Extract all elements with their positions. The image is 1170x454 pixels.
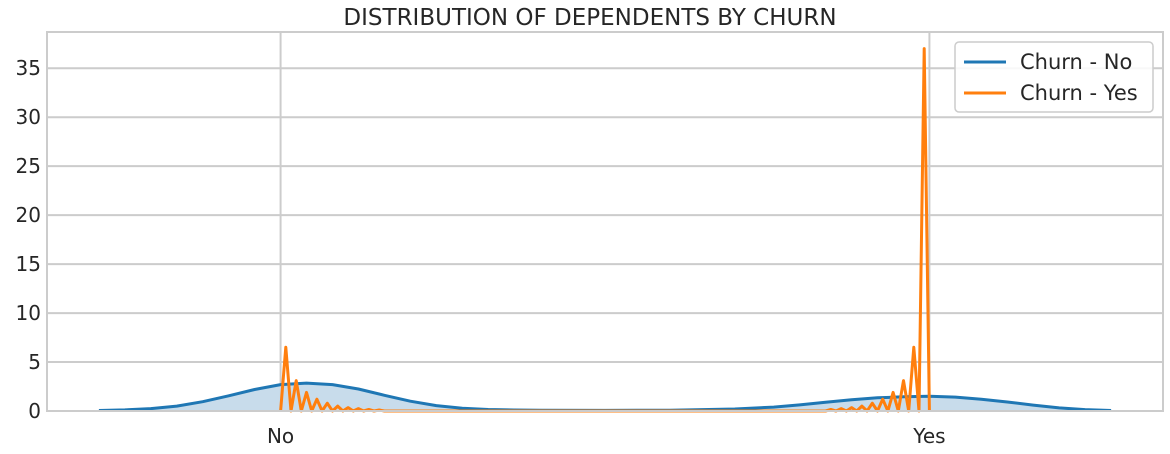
legend-label-churn-yes: Churn - Yes bbox=[1020, 81, 1138, 105]
y-tick-label: 5 bbox=[28, 350, 41, 374]
y-tick-label: 15 bbox=[16, 252, 41, 276]
series-area-churn-no bbox=[98, 383, 1112, 411]
y-tick-label: 30 bbox=[16, 105, 41, 129]
y-tick-label: 10 bbox=[16, 301, 41, 325]
legend: Churn - No Churn - Yes bbox=[954, 41, 1154, 113]
y-tick-labels: 0 5 10 15 20 25 30 35 bbox=[16, 56, 41, 423]
x-tick-label: Yes bbox=[912, 424, 945, 448]
y-tick-label: 35 bbox=[16, 56, 41, 80]
x-tick-label: No bbox=[267, 424, 294, 448]
chart-title: DISTRIBUTION OF DEPENDENTS BY CHURN bbox=[343, 5, 836, 31]
y-tick-label: 20 bbox=[16, 203, 41, 227]
plot-frame bbox=[46, 31, 1164, 412]
legend-label-churn-no: Churn - No bbox=[1020, 50, 1132, 74]
plot-frame-group bbox=[46, 31, 1164, 412]
x-tick-labels: No Yes bbox=[267, 424, 946, 448]
y-tick-label: 25 bbox=[16, 154, 41, 178]
grid-lines bbox=[47, 32, 1163, 412]
y-tick-label: 0 bbox=[28, 399, 41, 423]
